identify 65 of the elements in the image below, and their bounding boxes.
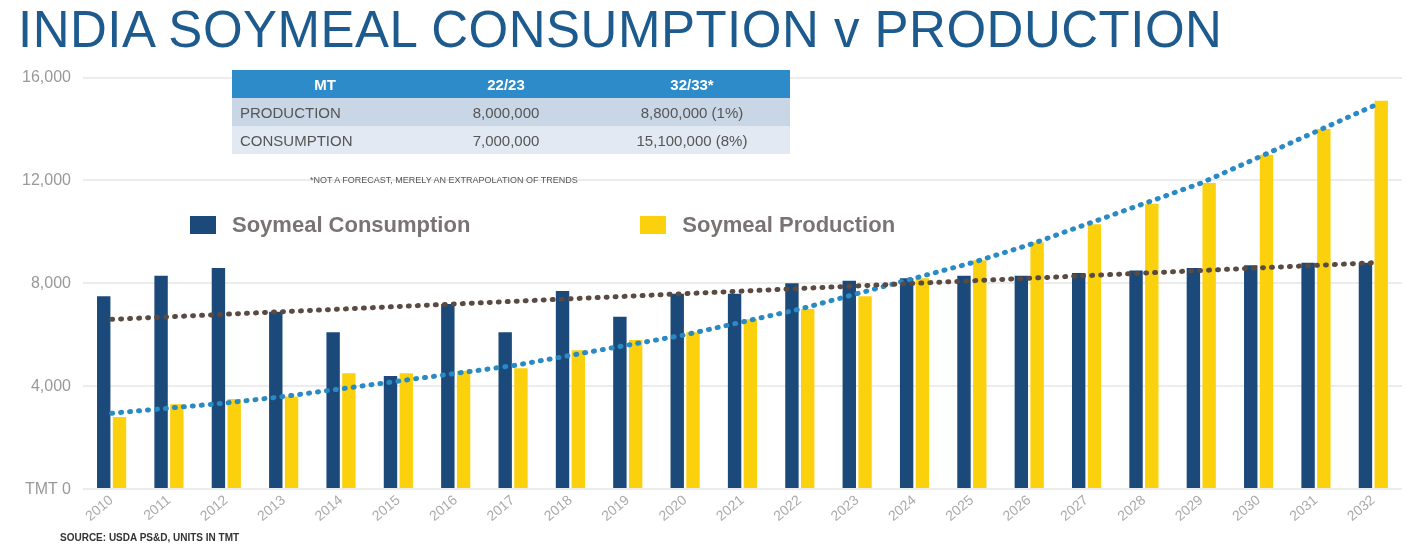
bar	[628, 339, 643, 489]
annotation: PRODUCTION	[232, 98, 418, 126]
bar	[1374, 100, 1388, 489]
legend-label: Soymeal Production	[682, 212, 896, 238]
bar	[1186, 267, 1201, 489]
legend-label: Soymeal Consumption	[232, 212, 471, 238]
bar	[498, 332, 512, 489]
bar	[1358, 262, 1373, 489]
bar	[456, 370, 471, 489]
bar	[555, 291, 570, 489]
source-note: SOURCE: USDA PS&D, UNITS IN TMT	[60, 532, 240, 543]
annotation: 7,000,000	[418, 126, 594, 154]
bar	[686, 332, 700, 489]
bar	[743, 319, 758, 489]
annotation: CONSUMPTION	[232, 126, 418, 154]
bar	[915, 278, 930, 489]
bar	[514, 368, 528, 489]
bar	[613, 316, 627, 489]
bar	[842, 280, 856, 489]
annotation: MT	[232, 70, 418, 98]
bar	[1071, 273, 1086, 489]
bar	[383, 375, 398, 489]
bar	[154, 275, 168, 489]
y-tick-label: 4,000	[30, 376, 72, 394]
bar	[112, 417, 127, 489]
bar	[1301, 262, 1315, 489]
bar	[441, 303, 455, 489]
bar	[801, 309, 815, 489]
bar	[1030, 242, 1044, 489]
bar	[227, 399, 241, 489]
y-tick-label: TMT 0	[25, 479, 72, 497]
bar	[1129, 270, 1143, 489]
bar	[1259, 154, 1274, 489]
bar	[785, 283, 799, 489]
annotation: 8,800,000 (1%)	[594, 98, 790, 126]
bar	[97, 296, 111, 489]
bar	[326, 332, 340, 489]
bar	[1202, 183, 1216, 489]
annotation: *NOT A FORECAST, MERELY AN EXTRAPOLATION OF TRENDS	[310, 175, 578, 185]
bar	[858, 296, 872, 489]
annotation: 22/23	[418, 70, 594, 98]
annotation: 32/33*	[594, 70, 790, 98]
bar	[1014, 275, 1029, 489]
y-tick-label: 8,000	[30, 273, 72, 291]
bar	[1087, 224, 1102, 489]
bar	[899, 278, 914, 489]
annotation: 15,100,000 (8%)	[594, 126, 790, 154]
bar	[1244, 265, 1258, 489]
bar	[571, 350, 586, 489]
chart-title: INDIA SOYMEAL CONSUMPTION v PRODUCTION	[18, 0, 1223, 59]
annotation: 8,000,000	[418, 98, 594, 126]
y-tick-label: 16,000	[22, 68, 72, 86]
bar	[342, 373, 356, 489]
bar	[973, 260, 987, 489]
bar	[211, 267, 226, 489]
y-tick-label: 12,000	[22, 170, 72, 188]
bar	[284, 396, 299, 489]
bar	[1145, 203, 1159, 489]
bar	[957, 275, 971, 489]
bar	[670, 293, 684, 489]
bar	[727, 293, 742, 489]
bar	[1317, 129, 1331, 489]
bar	[170, 404, 184, 489]
bar	[399, 373, 413, 489]
bar	[269, 311, 283, 489]
